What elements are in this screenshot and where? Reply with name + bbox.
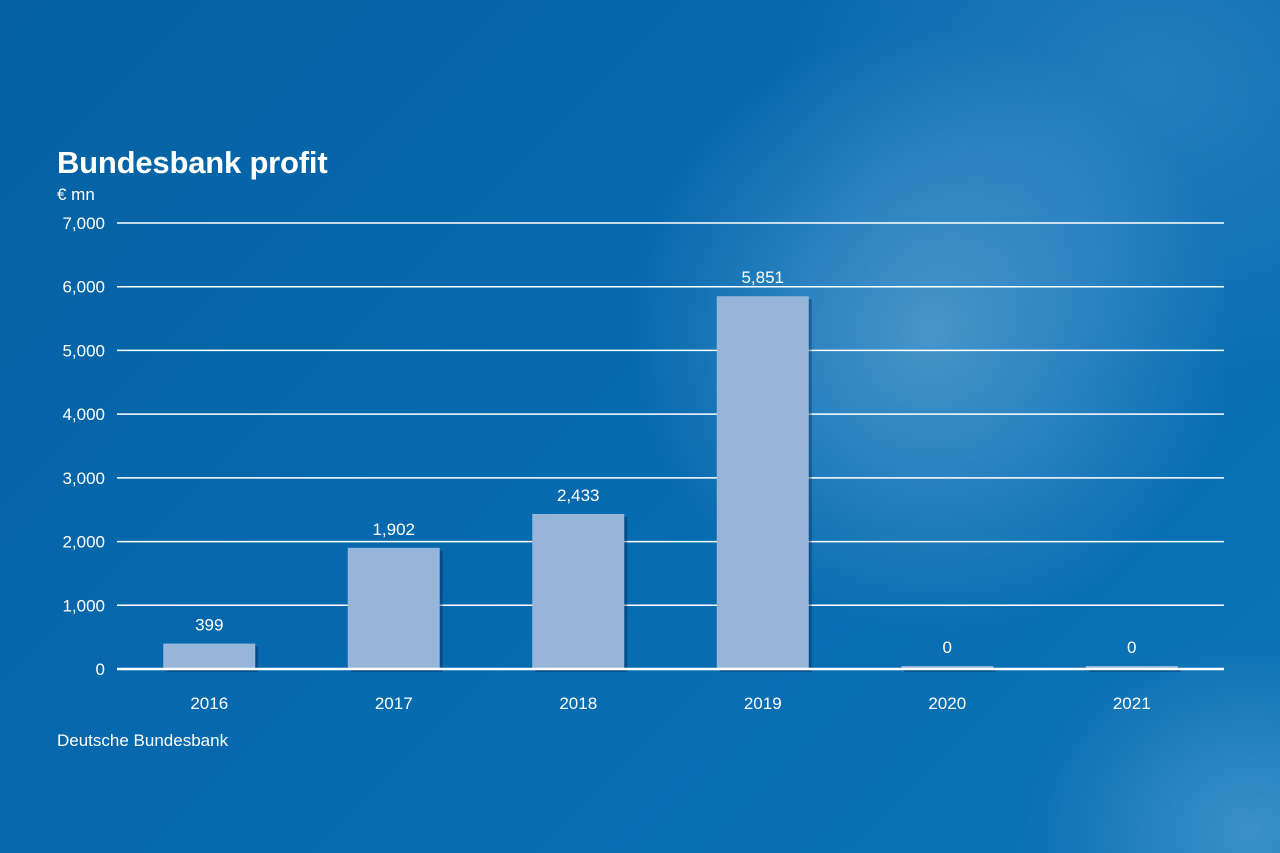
- data-label-2019: 5,851: [741, 268, 784, 287]
- y-axis-ticks: 0 1,000 2,000 3,000 4,000 5,000 6,000 7,000: [62, 214, 105, 679]
- bar-2020: [901, 666, 994, 669]
- bar-2016: [163, 643, 256, 669]
- bar-shadow: [1088, 669, 1181, 672]
- x-tick-label-2021: 2021: [1113, 694, 1151, 713]
- data-label-2021: 0: [1127, 638, 1136, 657]
- bar-2017: [347, 547, 440, 669]
- data-labels: 399 1,902 2,433 5,851 0 0: [195, 268, 1136, 657]
- x-axis-ticks: 2016 2017 2018 2019 2020 2021: [190, 694, 1150, 713]
- data-label-2017: 1,902: [372, 520, 415, 539]
- x-tick-label-2016: 2016: [190, 694, 228, 713]
- y-tick-label: 3,000: [62, 469, 105, 488]
- data-label-2016: 399: [195, 616, 223, 635]
- gridlines: [117, 222, 1224, 607]
- x-tick-label-2020: 2020: [928, 694, 966, 713]
- chart-title: Bundesbank profit: [57, 145, 328, 180]
- y-axis-unit-label: € mn: [57, 185, 95, 204]
- data-label-2018: 2,433: [557, 486, 600, 505]
- x-tick-label-2019: 2019: [744, 694, 782, 713]
- y-tick-label: 2,000: [62, 533, 105, 552]
- x-tick-label-2017: 2017: [375, 694, 413, 713]
- bar-2019: [716, 296, 809, 669]
- x-tick-label-2018: 2018: [559, 694, 597, 713]
- bars: [163, 296, 1181, 672]
- y-tick-label: 7,000: [62, 214, 105, 233]
- y-tick-label: 0: [96, 660, 105, 679]
- bar-2018: [532, 513, 625, 669]
- y-tick-label: 6,000: [62, 278, 105, 297]
- bar-2021: [1085, 666, 1178, 669]
- bar-shadow: [904, 669, 997, 672]
- source-note: Deutsche Bundesbank: [57, 731, 229, 750]
- y-tick-label: 4,000: [62, 405, 105, 424]
- data-label-2020: 0: [943, 638, 952, 657]
- y-tick-label: 5,000: [62, 341, 105, 360]
- y-tick-label: 1,000: [62, 596, 105, 615]
